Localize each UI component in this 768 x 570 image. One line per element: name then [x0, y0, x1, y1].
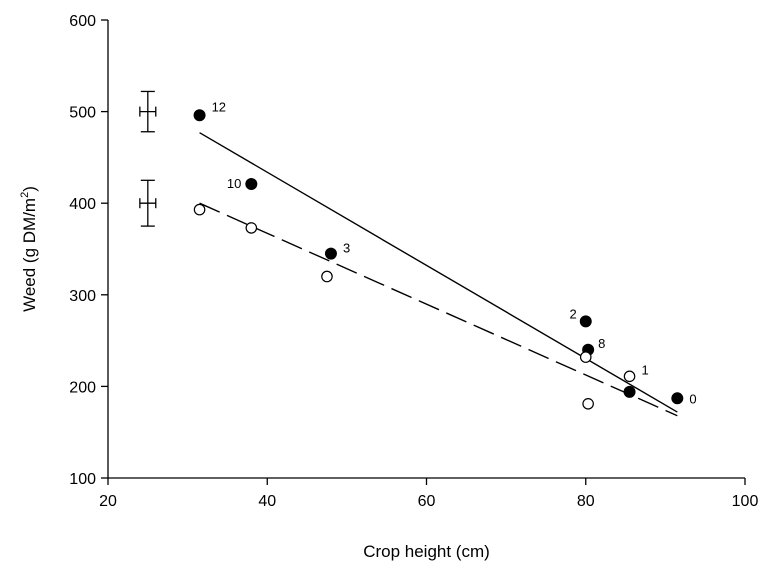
y-tick-label: 100 [69, 471, 96, 488]
fit-line-solid [199, 132, 678, 413]
y-axis-title: Weed (g DM/m2) [19, 186, 39, 312]
open-data-point [579, 351, 592, 363]
x-tick-label: 40 [258, 493, 276, 510]
point-labels: 12 10 3 2 8 0 1 [212, 99, 697, 406]
error-bar [139, 179, 157, 227]
filled-data-point [324, 247, 337, 260]
point-label: 10 [227, 176, 241, 191]
fit-line-dashed [199, 202, 678, 417]
y-tick-label: 600 [69, 13, 96, 30]
filled-data-point [579, 315, 592, 328]
point-label: 1 [642, 362, 649, 377]
data-points [193, 109, 684, 410]
y-tick-label: 200 [69, 379, 96, 396]
y-tick-label: 500 [69, 105, 96, 122]
filled-data-point [245, 177, 258, 190]
point-label: 8 [598, 336, 605, 351]
regression-lines [199, 132, 678, 417]
x-axis-title: Crop height (cm) [363, 542, 490, 561]
point-label: 3 [343, 241, 350, 256]
y-tick-label: 300 [69, 288, 96, 305]
point-label: 12 [212, 99, 226, 114]
open-data-point [623, 370, 636, 383]
y-axis-title-main: Weed (g DM/m [20, 198, 39, 312]
point-label: 2 [570, 306, 577, 321]
x-tick-label: 60 [418, 493, 436, 510]
open-data-point [582, 398, 594, 410]
open-data-point [245, 222, 258, 234]
x-tick-label: 20 [99, 493, 117, 510]
point-label: 0 [689, 391, 696, 406]
error-bar [139, 90, 157, 133]
open-data-point [193, 203, 206, 216]
filled-data-point [193, 109, 206, 122]
y-axis-title-close: ) [20, 186, 39, 192]
filled-data-point [623, 385, 636, 398]
x-tick-label: 80 [577, 493, 595, 510]
y-tick-label: 400 [69, 196, 96, 213]
y-axis-title-superscript: 2 [19, 192, 31, 198]
filled-data-point [671, 392, 684, 405]
x-tick-label: 100 [732, 493, 759, 510]
error-bars [139, 90, 157, 227]
open-data-point [321, 270, 333, 283]
